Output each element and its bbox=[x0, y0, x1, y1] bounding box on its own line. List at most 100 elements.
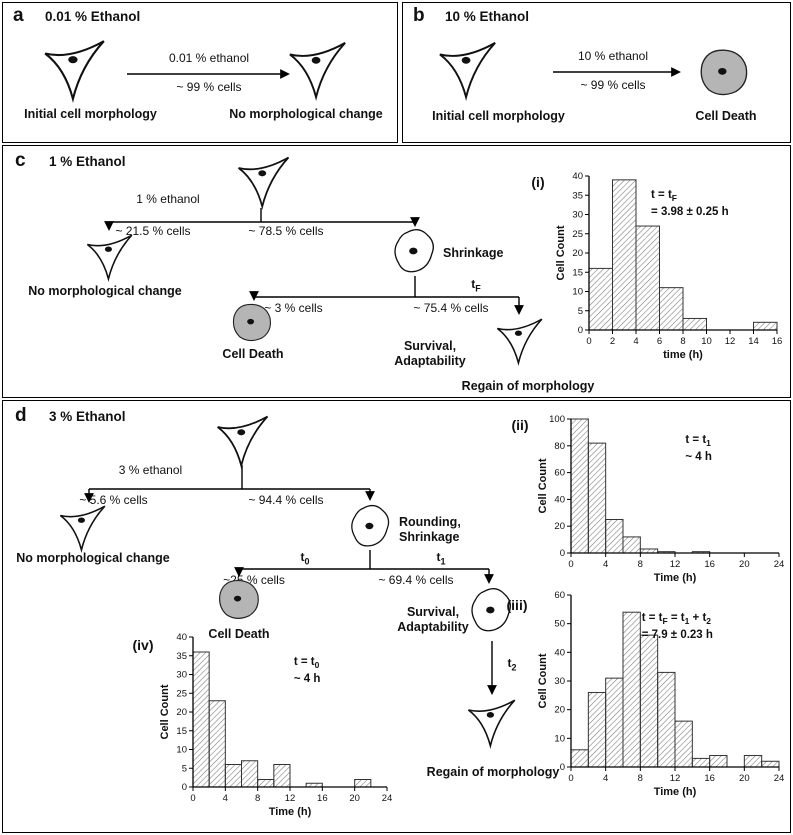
survival-percent: ~ 69.4 % cells bbox=[378, 573, 454, 587]
survival-label-line1: Survival, bbox=[406, 605, 460, 619]
svg-text:20: 20 bbox=[349, 793, 360, 804]
unchanged-cell-icon bbox=[55, 503, 111, 553]
svg-text:20: 20 bbox=[176, 707, 187, 718]
t1-pre: t bbox=[436, 550, 441, 564]
svg-text:4: 4 bbox=[603, 773, 608, 784]
time-t2-label: t2 bbox=[500, 656, 524, 673]
svg-text:0: 0 bbox=[182, 782, 187, 793]
svg-text:30: 30 bbox=[572, 210, 583, 221]
svg-text:30: 30 bbox=[554, 676, 565, 687]
caption-no-change: No morphological change bbox=[229, 107, 383, 121]
histogram-i-tag: (i) bbox=[531, 174, 545, 190]
svg-text:12: 12 bbox=[670, 773, 681, 784]
histogram-iv: 0 4 8 12 16 20 24 0 5 10 15 20 25 30 35 40 Time (h) Cell … bbox=[159, 632, 393, 818]
svg-text:4: 4 bbox=[633, 336, 638, 347]
svg-text:t = t0: t = t0 bbox=[294, 656, 320, 670]
svg-text:60: 60 bbox=[554, 468, 565, 479]
svg-text:40: 40 bbox=[554, 647, 565, 658]
svg-text:Time (h): Time (h) bbox=[654, 572, 697, 584]
shrunken-cell-icon bbox=[389, 226, 441, 276]
panel-c: c 1 % Ethanol 1 % ethanol ~ 21.5 % cells… bbox=[2, 145, 791, 398]
histogram-i: 0 2 4 6 8 10 12 14 16 0 5 10 15 20 25 30 35 40 time (h) Cel… bbox=[555, 171, 782, 361]
t0-sub: 0 bbox=[304, 556, 310, 567]
panel-a: a 0.01 % Ethanol 0.01 % ethanol ~ 99 % c… bbox=[2, 2, 398, 143]
t2-sub: 2 bbox=[511, 662, 517, 673]
svg-text:~ 4 h: ~ 4 h bbox=[294, 673, 321, 685]
arrow-label-top: 0.01 % ethanol bbox=[168, 51, 250, 65]
panel-a-letter: a bbox=[13, 5, 24, 26]
t2-pre: t bbox=[507, 656, 512, 670]
panel-d-title: 3 % Ethanol bbox=[49, 409, 126, 424]
svg-text:15: 15 bbox=[572, 267, 583, 278]
svg-text:20: 20 bbox=[572, 248, 583, 259]
caption-no-change: No morphological change bbox=[28, 284, 182, 298]
svg-text:24: 24 bbox=[774, 773, 785, 784]
svg-text:24: 24 bbox=[774, 559, 785, 570]
time-t0-label: t0 bbox=[293, 550, 317, 567]
svg-text:0: 0 bbox=[560, 762, 565, 773]
svg-text:30: 30 bbox=[176, 670, 187, 681]
svg-text:= 7.9 ± 0.23 h: = 7.9 ± 0.23 h bbox=[642, 629, 713, 641]
svg-text:60: 60 bbox=[554, 590, 565, 601]
dead-cell-icon bbox=[695, 46, 753, 100]
svg-text:20: 20 bbox=[554, 521, 565, 532]
regained-cell-icon bbox=[463, 697, 521, 749]
svg-text:20: 20 bbox=[739, 773, 750, 784]
dead-cell-icon bbox=[229, 301, 275, 345]
right-percent: ~ 78.5 % cells bbox=[248, 224, 324, 238]
svg-text:t = t1: t = t1 bbox=[685, 434, 711, 448]
svg-text:10: 10 bbox=[701, 336, 712, 347]
caption-regain: Regain of morphology bbox=[461, 379, 595, 393]
svg-text:24: 24 bbox=[382, 793, 393, 804]
panel-b-letter: b bbox=[413, 5, 425, 26]
svg-text:25: 25 bbox=[572, 229, 583, 240]
survival-label-line2: Adaptability bbox=[394, 354, 466, 368]
svg-text:= 3.98 ± 0.25 h: = 3.98 ± 0.25 h bbox=[651, 206, 729, 218]
svg-text:Cell Count: Cell Count bbox=[537, 458, 549, 513]
svg-text:~ 4 h: ~ 4 h bbox=[685, 451, 712, 463]
shrinkage-label: Shrinkage bbox=[443, 246, 504, 260]
svg-text:15: 15 bbox=[176, 726, 187, 737]
svg-text:6: 6 bbox=[657, 336, 662, 347]
initial-cell-icon bbox=[234, 154, 294, 210]
svg-text:Time (h): Time (h) bbox=[269, 806, 312, 818]
branch-label: 1 % ethanol bbox=[136, 192, 200, 206]
svg-text:10: 10 bbox=[554, 733, 565, 744]
svg-text:16: 16 bbox=[317, 793, 328, 804]
t1-sub: 1 bbox=[440, 556, 446, 567]
svg-text:40: 40 bbox=[554, 494, 565, 505]
svg-text:40: 40 bbox=[572, 171, 583, 182]
arrow-label-top: 10 % ethanol bbox=[577, 49, 649, 63]
time-t1-label: t1 bbox=[429, 550, 453, 567]
svg-text:50: 50 bbox=[554, 619, 565, 630]
svg-text:0: 0 bbox=[190, 793, 195, 804]
svg-text:25: 25 bbox=[176, 688, 187, 699]
survival-label-line1: Survival, bbox=[403, 339, 457, 353]
regained-cell-icon bbox=[493, 316, 547, 366]
svg-text:0: 0 bbox=[568, 559, 573, 570]
svg-text:80: 80 bbox=[554, 441, 565, 452]
svg-text:0: 0 bbox=[578, 325, 583, 336]
svg-text:12: 12 bbox=[725, 336, 736, 347]
histogram-iii: 0 4 8 12 16 20 24 0 10 20 30 40 50 60 Time (h) Cell Cou… bbox=[537, 590, 785, 798]
svg-text:14: 14 bbox=[748, 336, 759, 347]
panel-d-letter: d bbox=[15, 405, 27, 426]
initial-cell-icon bbox=[37, 37, 113, 103]
panel-b-title: 10 % Ethanol bbox=[445, 9, 530, 24]
caption-initial-morphology: Initial cell morphology bbox=[432, 109, 565, 123]
svg-text:35: 35 bbox=[572, 190, 583, 201]
svg-text:40: 40 bbox=[176, 632, 187, 643]
caption-no-change: No morphological change bbox=[16, 551, 170, 565]
svg-text:100: 100 bbox=[549, 414, 565, 425]
caption-cell-death: Cell Death bbox=[222, 347, 284, 361]
histogram-ii-tag: (ii) bbox=[511, 417, 529, 433]
t0-pre: t bbox=[300, 550, 305, 564]
svg-text:10: 10 bbox=[572, 287, 583, 298]
panel-d: d 3 % Ethanol 3 % ethanol ~ 5.6 % cells … bbox=[2, 400, 791, 833]
svg-text:0: 0 bbox=[568, 773, 573, 784]
svg-text:0: 0 bbox=[586, 336, 591, 347]
svg-text:2: 2 bbox=[610, 336, 615, 347]
panel-c-title: 1 % Ethanol bbox=[49, 154, 126, 169]
svg-text:16: 16 bbox=[704, 773, 715, 784]
histogram-ii: 0 4 8 12 16 20 24 0 20 40 60 80 100 Time (h) Cell Coun… bbox=[537, 414, 785, 584]
